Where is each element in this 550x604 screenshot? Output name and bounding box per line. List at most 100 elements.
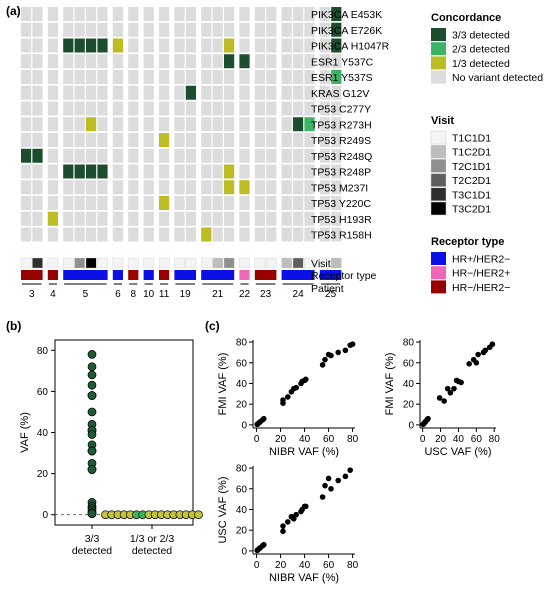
visit-cell bbox=[304, 257, 315, 269]
heatmap-cell bbox=[281, 180, 292, 195]
heatmap-cell bbox=[63, 85, 74, 100]
heatmap-cell bbox=[266, 227, 277, 242]
visit-cell bbox=[319, 257, 331, 269]
heatmap-cell bbox=[143, 133, 154, 147]
heatmap-cell bbox=[331, 133, 342, 147]
heatmap-cell bbox=[174, 133, 185, 147]
heatmap-cell bbox=[47, 85, 58, 100]
heatmap-cell bbox=[174, 164, 185, 179]
heatmap-cell bbox=[239, 7, 250, 21]
heatmap-cell bbox=[63, 133, 74, 147]
y-axis-label: FMI VAF (%) bbox=[217, 353, 229, 416]
heatmap-cell bbox=[331, 164, 342, 179]
heatmap-cell bbox=[63, 180, 74, 195]
data-point bbox=[335, 349, 342, 356]
heatmap-cell bbox=[32, 85, 43, 100]
heatmap-cell bbox=[74, 22, 85, 37]
heatmap-cell bbox=[97, 148, 108, 163]
heatmap-cell bbox=[63, 70, 74, 84]
data-point bbox=[261, 415, 267, 422]
legend-label: 2/3 detected bbox=[452, 44, 510, 56]
heatmap-cell bbox=[112, 164, 123, 179]
heatmap-cell bbox=[47, 22, 58, 37]
heatmap-cell bbox=[201, 101, 212, 116]
heatmap-cell bbox=[174, 70, 185, 84]
data-point bbox=[328, 352, 334, 359]
heatmap-cell bbox=[97, 180, 108, 195]
heatmap-cell bbox=[239, 70, 250, 84]
legend-title: Visit bbox=[431, 115, 454, 127]
heatmap-cell bbox=[304, 38, 315, 53]
legend-swatch bbox=[431, 70, 446, 84]
heatmap-cell bbox=[331, 180, 342, 195]
heatmap-cell bbox=[331, 85, 342, 100]
data-point bbox=[466, 361, 472, 367]
heatmap-cell bbox=[159, 101, 170, 116]
y-tick-label: 0 bbox=[241, 546, 247, 557]
heatmap-cell bbox=[224, 164, 235, 179]
y-tick-label: 0 bbox=[42, 510, 48, 521]
heatmap-cell bbox=[63, 164, 74, 179]
heatmap-cell bbox=[212, 85, 223, 100]
data-point bbox=[325, 475, 332, 482]
row-label: TP53 R248P bbox=[311, 167, 371, 179]
heatmap-cell bbox=[21, 133, 32, 147]
heatmap-cell bbox=[112, 85, 123, 100]
data-point-3of3 bbox=[87, 430, 97, 439]
heatmap-cell bbox=[32, 117, 43, 132]
heatmap-cell bbox=[319, 211, 330, 226]
heatmap-cell bbox=[331, 117, 342, 132]
heatmap-cell bbox=[239, 54, 250, 69]
patient-label: 24 bbox=[293, 289, 305, 300]
heatmap-cell bbox=[143, 148, 154, 163]
heatmap-cell bbox=[128, 180, 139, 195]
heatmap-cell bbox=[32, 227, 43, 242]
heatmap-cell bbox=[97, 133, 108, 147]
visit-cell bbox=[97, 257, 108, 269]
heatmap-cell bbox=[47, 164, 58, 179]
heatmap-cell bbox=[293, 101, 304, 116]
heatmap-cell bbox=[97, 227, 108, 242]
data-point bbox=[444, 385, 451, 392]
heatmap-cell bbox=[47, 38, 58, 53]
heatmap-cell bbox=[185, 164, 196, 179]
data-point bbox=[319, 494, 326, 500]
heatmap-cell bbox=[185, 22, 196, 37]
row-label: TP53 R158H bbox=[311, 230, 372, 242]
heatmap-cell bbox=[254, 101, 265, 116]
heatmap-cell bbox=[47, 54, 58, 69]
heatmap-cell bbox=[185, 180, 196, 195]
heatmap-cell bbox=[281, 101, 292, 116]
visit-cell bbox=[112, 257, 124, 269]
heatmap-cell bbox=[47, 101, 58, 116]
heatmap-cell bbox=[159, 227, 170, 242]
visit-cell bbox=[143, 257, 155, 269]
data-point-3of3 bbox=[87, 391, 97, 400]
heatmap-cell bbox=[293, 54, 304, 69]
heatmap-cell bbox=[159, 196, 170, 210]
data-point bbox=[475, 351, 481, 358]
heatmap-cell bbox=[86, 117, 97, 132]
heatmap-cell bbox=[224, 54, 235, 69]
x-axis-label: NIBR VAF (%) bbox=[269, 446, 339, 458]
heatmap-cell bbox=[86, 133, 97, 147]
data-point bbox=[436, 395, 443, 401]
heatmap-cell bbox=[112, 180, 123, 195]
heatmap-cell bbox=[185, 133, 196, 147]
heatmap-cell bbox=[266, 164, 277, 179]
data-point-3of3 bbox=[87, 407, 97, 417]
heatmap-cell bbox=[293, 180, 304, 195]
data-point bbox=[451, 385, 457, 392]
heatmap-cell bbox=[293, 22, 304, 37]
visit-cell bbox=[223, 257, 235, 269]
heatmap-cell bbox=[97, 85, 108, 100]
heatmap-cell bbox=[293, 117, 304, 132]
heatmap-cell bbox=[128, 38, 139, 53]
heatmap-cell bbox=[293, 133, 304, 147]
y-tick-label: 60 bbox=[236, 358, 248, 369]
legend-swatch bbox=[431, 280, 446, 294]
data-point bbox=[280, 528, 286, 535]
heatmap-cell bbox=[128, 133, 139, 147]
x-tick-label: 80 bbox=[347, 434, 359, 445]
